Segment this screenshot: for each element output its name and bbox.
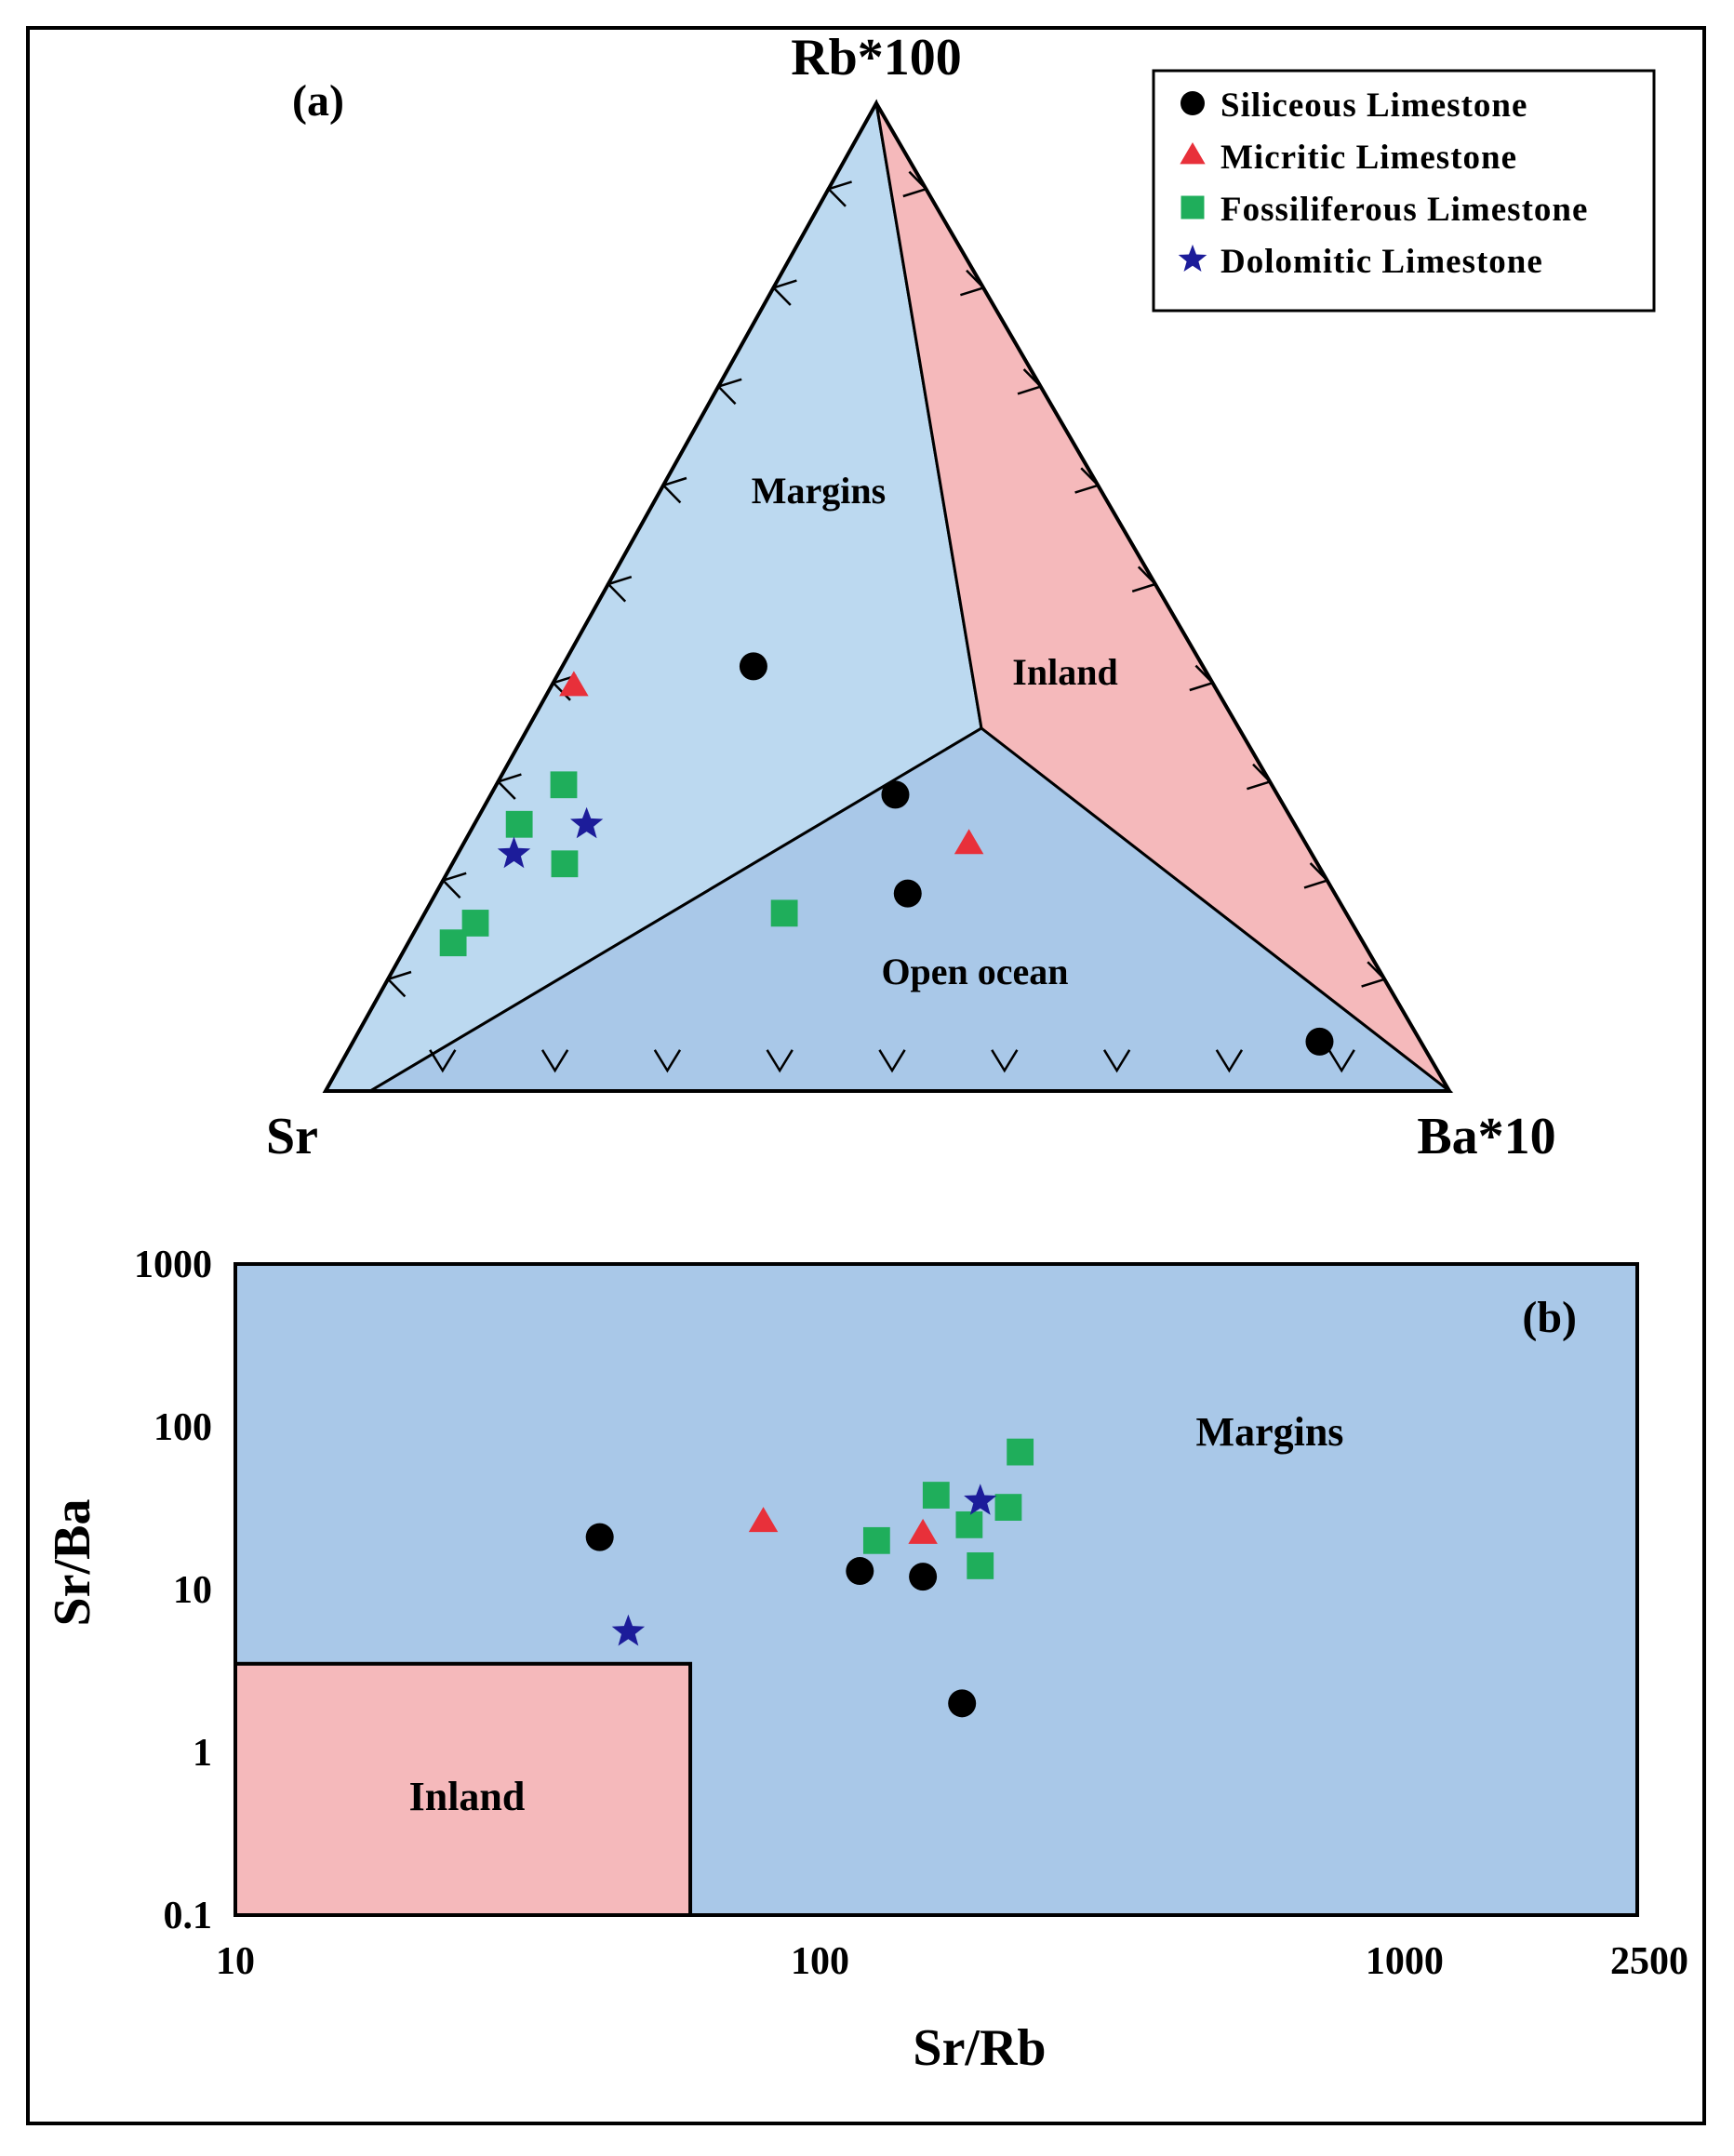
x-tick-label: 10 [216, 1940, 255, 1983]
plot-b-point-micritic [908, 1518, 938, 1544]
figure-frame [26, 26, 1706, 2125]
sr-rb-vs-sr-ba-plot: 10 100 1000 2500 0.1 1 10 100 1000 (b) Margins I… [44, 1244, 1688, 2077]
plot-b-point-siliceous [585, 1523, 614, 1551]
base-edge-tick [540, 1049, 569, 1073]
ternary-diagram: (a) Rb*100 Sr Ba*10 Margins Inland Open … [266, 29, 1556, 1165]
ternary-point-fossiliferous [505, 810, 533, 838]
base-edge-tick [1327, 1049, 1355, 1073]
legend-label-dolomitic: Dolomitic Limestone [1220, 243, 1543, 281]
y-tick-label: 1000 [134, 1244, 212, 1286]
plot-b-point-micritic [748, 1507, 779, 1533]
plot-b-point-siliceous [846, 1557, 874, 1586]
ternary-fields [322, 99, 1454, 1093]
plot-b-point-fossiliferous [1007, 1438, 1034, 1466]
legend-marker-siliceous [1180, 91, 1205, 115]
apex-label-right: Ba*10 [1417, 1108, 1555, 1165]
x-tick-label: 2500 [1610, 1940, 1688, 1983]
plot-b-points [585, 1438, 1034, 1718]
x-tick-label: 100 [791, 1940, 849, 1983]
ternary-point-micritic [954, 829, 984, 855]
ternary-point-dolomitic [570, 806, 604, 839]
ternary-point-fossiliferous [550, 771, 578, 799]
legend-box [1152, 69, 1656, 313]
ternary-point-fossiliferous [551, 850, 579, 878]
ternary-point-siliceous [739, 652, 767, 681]
ternary-points [439, 652, 1334, 1056]
left-edge-tick [826, 180, 852, 207]
apex-label-top: Rb*100 [791, 29, 962, 87]
ternary-point-siliceous [881, 780, 910, 809]
x-axis-label: Sr/Rb [913, 2019, 1046, 2077]
plot-b-point-fossiliferous [955, 1511, 983, 1538]
plot-b-point-fossiliferous [862, 1526, 890, 1554]
legend-label-siliceous: Siliceous Limestone [1220, 87, 1527, 125]
legend-marker-dolomitic [1178, 244, 1207, 272]
base-edge-tick [991, 1049, 1019, 1073]
ternary-ticks [385, 170, 1387, 1073]
legend: Siliceous Limestone Micritic Limestone Fos… [1152, 69, 1656, 313]
ternary-triangle [322, 99, 1453, 1093]
x-tick-label: 1000 [1366, 1940, 1444, 1983]
plot-b-point-fossiliferous [922, 1482, 950, 1509]
plot-b-point-siliceous [909, 1563, 938, 1591]
plot-b-point-siliceous [948, 1689, 977, 1718]
base-edge-tick [878, 1049, 906, 1073]
y-tick-label: 0.1 [164, 1895, 213, 1937]
base-edge-tick [653, 1049, 682, 1073]
ternary-point-fossiliferous [770, 899, 798, 927]
apex-label-left: Sr [266, 1108, 318, 1165]
ternary-point-micritic [559, 671, 589, 697]
field-label-margins-a: Margins [752, 470, 886, 512]
ternary-point-siliceous [1305, 1027, 1334, 1056]
right-edge-tick [1017, 368, 1044, 395]
y-tick-label: 100 [153, 1406, 212, 1449]
left-edge-tick [606, 576, 633, 603]
left-edge-tick [385, 970, 412, 998]
legend-marker-micritic [1180, 141, 1206, 165]
plot-b-point-fossiliferous [994, 1494, 1022, 1521]
base-edge-tick [429, 1049, 457, 1073]
left-edge-tick [496, 773, 522, 800]
inland-field-b [233, 1661, 693, 1917]
field-label-open-ocean: Open ocean [881, 951, 1068, 992]
panel-label-a: (a) [292, 76, 344, 126]
plot-b-point-fossiliferous [967, 1552, 994, 1579]
right-edge-tick [1247, 763, 1273, 791]
ternary-point-siliceous [893, 879, 922, 908]
ternary-point-fossiliferous [439, 929, 467, 957]
plot-b-tick-labels: 10 100 1000 2500 0.1 1 10 100 1000 [134, 1244, 1688, 1983]
plot-b-fields [233, 1262, 1639, 1917]
field-label-inland-b: Inland [409, 1774, 526, 1819]
plot-b-point-dolomitic [611, 1614, 646, 1646]
y-tick-label: 10 [173, 1569, 212, 1612]
right-edge-tick [960, 269, 986, 297]
right-edge-tick [1361, 961, 1387, 988]
right-edge-tick [902, 170, 928, 198]
legend-label-micritic: Micritic Limestone [1220, 139, 1517, 177]
y-tick-label: 1 [193, 1732, 212, 1775]
legend-marker-fossiliferous [1180, 195, 1205, 220]
panel-label-b: (b) [1522, 1293, 1577, 1342]
plot-b-point-dolomitic [964, 1484, 997, 1515]
right-edge-tick [1074, 467, 1100, 494]
base-edge-tick [1215, 1049, 1244, 1073]
left-edge-tick [771, 279, 797, 306]
field-label-margins-b: Margins [1196, 1409, 1344, 1455]
base-edge-tick [766, 1049, 794, 1073]
field-label-inland-a: Inland [1012, 651, 1117, 693]
left-edge-tick [441, 872, 467, 899]
right-edge-tick [1189, 664, 1215, 692]
left-edge-tick [716, 378, 742, 406]
right-edge-tick [1131, 566, 1158, 592]
base-edge-tick [1102, 1049, 1131, 1073]
legend-label-fossiliferous: Fossiliferous Limestone [1220, 191, 1588, 229]
ternary-point-dolomitic [497, 836, 531, 869]
left-edge-tick [660, 476, 687, 504]
y-axis-label: Sr/Ba [44, 1499, 101, 1627]
right-edge-tick [1303, 862, 1330, 889]
